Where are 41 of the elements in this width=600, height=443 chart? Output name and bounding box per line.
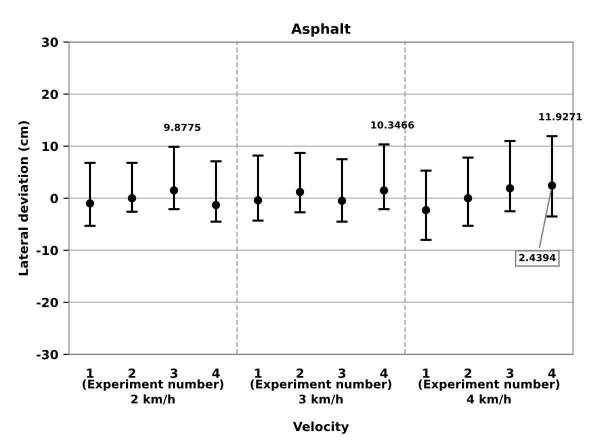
point	[422, 206, 430, 214]
annotation: 9.8775	[164, 124, 200, 132]
text: (Experiment number) 3 km/h	[250, 379, 392, 404]
point	[170, 186, 178, 195]
point	[380, 186, 388, 195]
text: (Experiment number) 2 km/h	[82, 379, 224, 404]
data-label: 2.4394	[519, 254, 556, 262]
y-tick-label: -20	[36, 298, 58, 308]
point	[86, 199, 94, 208]
text: (Experiment number) 4 km/h	[418, 379, 560, 404]
y-axis-title: Lateral deviation (cm)	[18, 121, 30, 276]
point	[464, 194, 472, 202]
point	[548, 181, 556, 190]
x-tick-label: 3	[338, 368, 346, 378]
point	[128, 194, 136, 202]
chart-title: Asphalt	[291, 23, 350, 37]
y-tick-label: 0	[50, 194, 58, 204]
x-tick-label: 4	[212, 368, 220, 378]
annotation: 10.3466	[371, 121, 414, 129]
x-tick-label: 1	[87, 368, 94, 378]
x-tick-label: 2	[296, 368, 304, 378]
x-axis-title: Velocity	[292, 422, 349, 434]
annotation: 11.9271	[539, 113, 582, 120]
point	[296, 188, 304, 196]
point	[506, 184, 514, 193]
x-tick-label: 4	[548, 368, 556, 378]
point	[254, 196, 262, 204]
x-tick-label: 3	[506, 368, 514, 378]
y-tick-label: 20	[42, 90, 58, 100]
x-tick-label: 2	[464, 368, 472, 378]
x-tick-label: 1	[255, 368, 262, 378]
point	[212, 200, 220, 210]
y-tick-label: 10	[42, 142, 58, 152]
x-tick-label: 1	[423, 368, 430, 378]
x-tick-label: 4	[380, 368, 388, 378]
x-tick-label: 3	[170, 368, 178, 378]
y-tick-label: -10	[36, 246, 58, 256]
x-tick-label: 2	[128, 368, 136, 378]
y-tick-label: -30	[36, 350, 58, 360]
y-tick-label: 30	[42, 38, 58, 48]
point	[338, 196, 346, 206]
